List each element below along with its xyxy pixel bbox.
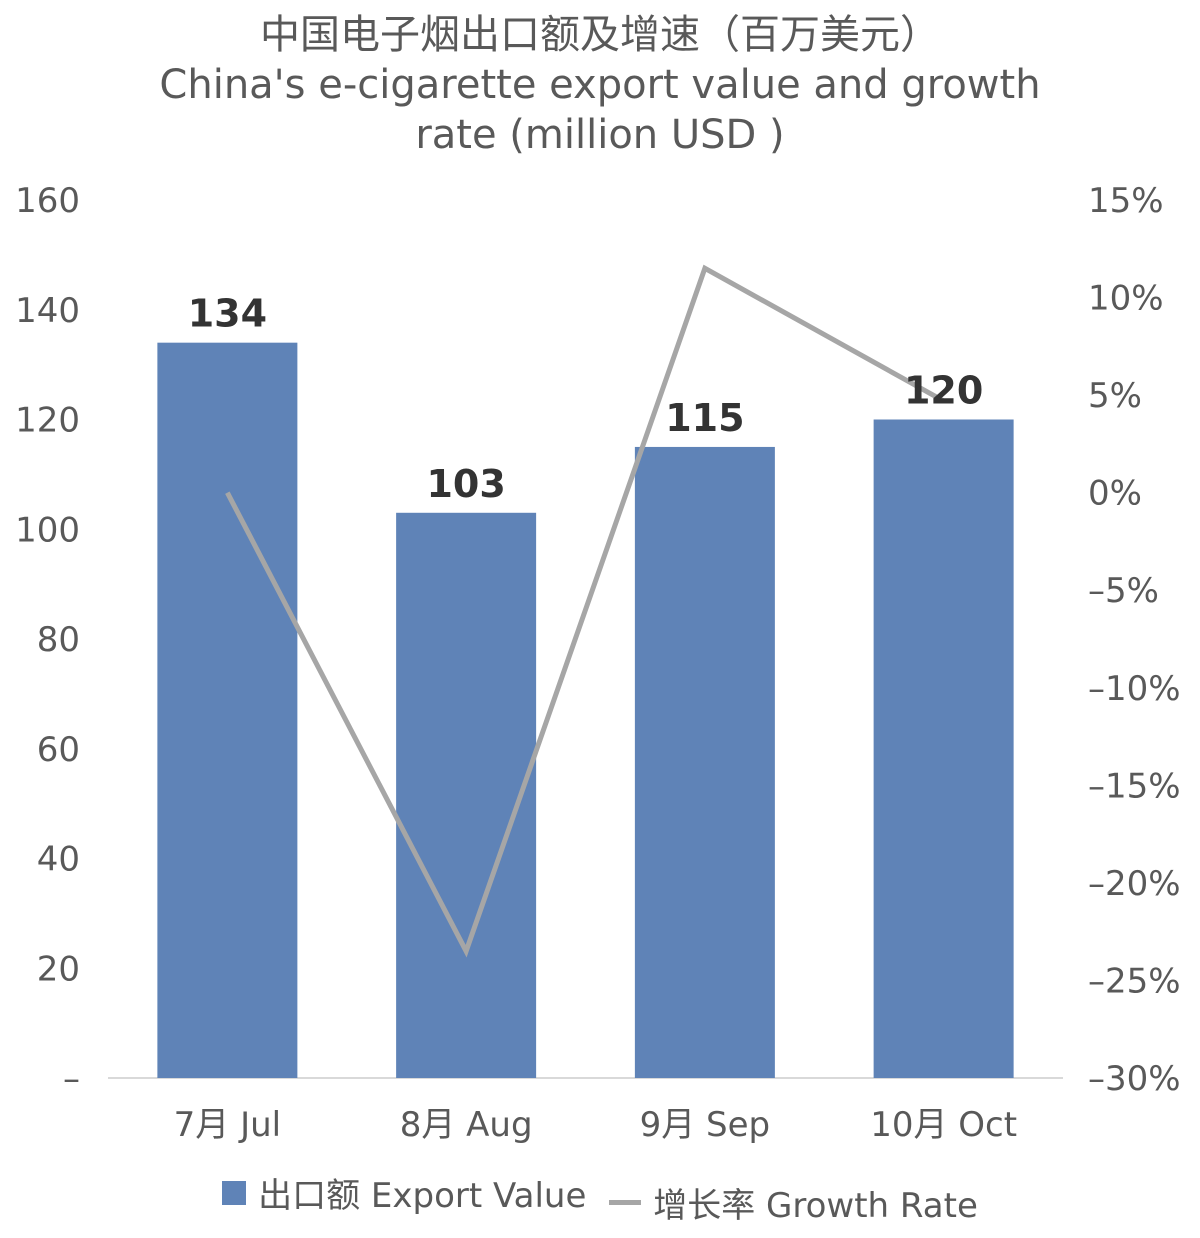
legend-growth-rate-label: 增长率 Growth Rate <box>653 1185 978 1226</box>
y-right-tick-label: 10% <box>1088 279 1164 319</box>
chart-title-line-3: rate (million USD ) <box>415 112 785 158</box>
bar <box>634 446 775 1078</box>
legend-bar-swatch <box>222 1180 247 1205</box>
y-right-tick-label: –30% <box>1088 1059 1181 1099</box>
bar-data-label: 103 <box>426 462 505 506</box>
legend-export-value-label: 出口额 Export Value <box>258 1176 587 1216</box>
bar-data-label: 115 <box>665 396 744 440</box>
y-right-tick-label: 0% <box>1088 474 1142 514</box>
chart-title-line-1: 中国电子烟出口额及增速（百万美元） <box>260 12 940 58</box>
y-right-tick-label: –15% <box>1088 766 1181 806</box>
bar <box>396 512 537 1078</box>
y-left-tick-label: – <box>63 1059 80 1099</box>
y-left-tick-label: 140 <box>15 291 80 331</box>
bar-data-label: 134 <box>188 292 267 336</box>
bar <box>873 419 1014 1078</box>
y-left-tick-label: 60 <box>37 730 80 770</box>
x-category-label: 9月 Sep <box>640 1105 771 1145</box>
chart-title-line-2: China's e-cigarette export value and gro… <box>159 62 1041 108</box>
x-category-label: 7月 Jul <box>174 1105 281 1145</box>
bar <box>157 342 298 1078</box>
y-left-tick-label: 20 <box>37 949 80 989</box>
x-category-label: 10月 Oct <box>870 1105 1017 1145</box>
y-left-tick-label: 160 <box>15 181 80 221</box>
legend: 出口额 Export Value 增长率 Growth Rate <box>0 1168 1200 1227</box>
y-right-tick-label: –5% <box>1088 571 1159 611</box>
chart-title: 中国电子烟出口额及增速（百万美元） China's e-cigarette ex… <box>0 10 1200 160</box>
x-category-label: 8月 Aug <box>400 1105 533 1145</box>
bar-data-label: 120 <box>904 369 983 413</box>
legend-item-export-value: 出口额 Export Value <box>222 1168 586 1217</box>
y-right-tick-label: 15% <box>1088 181 1164 221</box>
y-left-tick-label: 100 <box>15 510 80 550</box>
y-left-tick-label: 120 <box>15 401 80 441</box>
y-left-tick-label: 40 <box>37 840 80 880</box>
legend-line-swatch <box>609 1199 642 1205</box>
legend-item-growth-rate: 增长率 Growth Rate <box>609 1178 978 1227</box>
y-right-tick-label: 5% <box>1088 376 1142 416</box>
y-right-tick-label: –25% <box>1088 961 1181 1001</box>
y-right-tick-label: –20% <box>1088 864 1181 904</box>
y-left-tick-label: 80 <box>37 620 80 660</box>
growth-rate-line <box>225 264 945 958</box>
plot-area: – 20 40 60 80 100 120 140 160 –30% –25% –20% –15% –10… <box>15 181 1181 1145</box>
y-right-tick-label: –10% <box>1088 669 1181 709</box>
